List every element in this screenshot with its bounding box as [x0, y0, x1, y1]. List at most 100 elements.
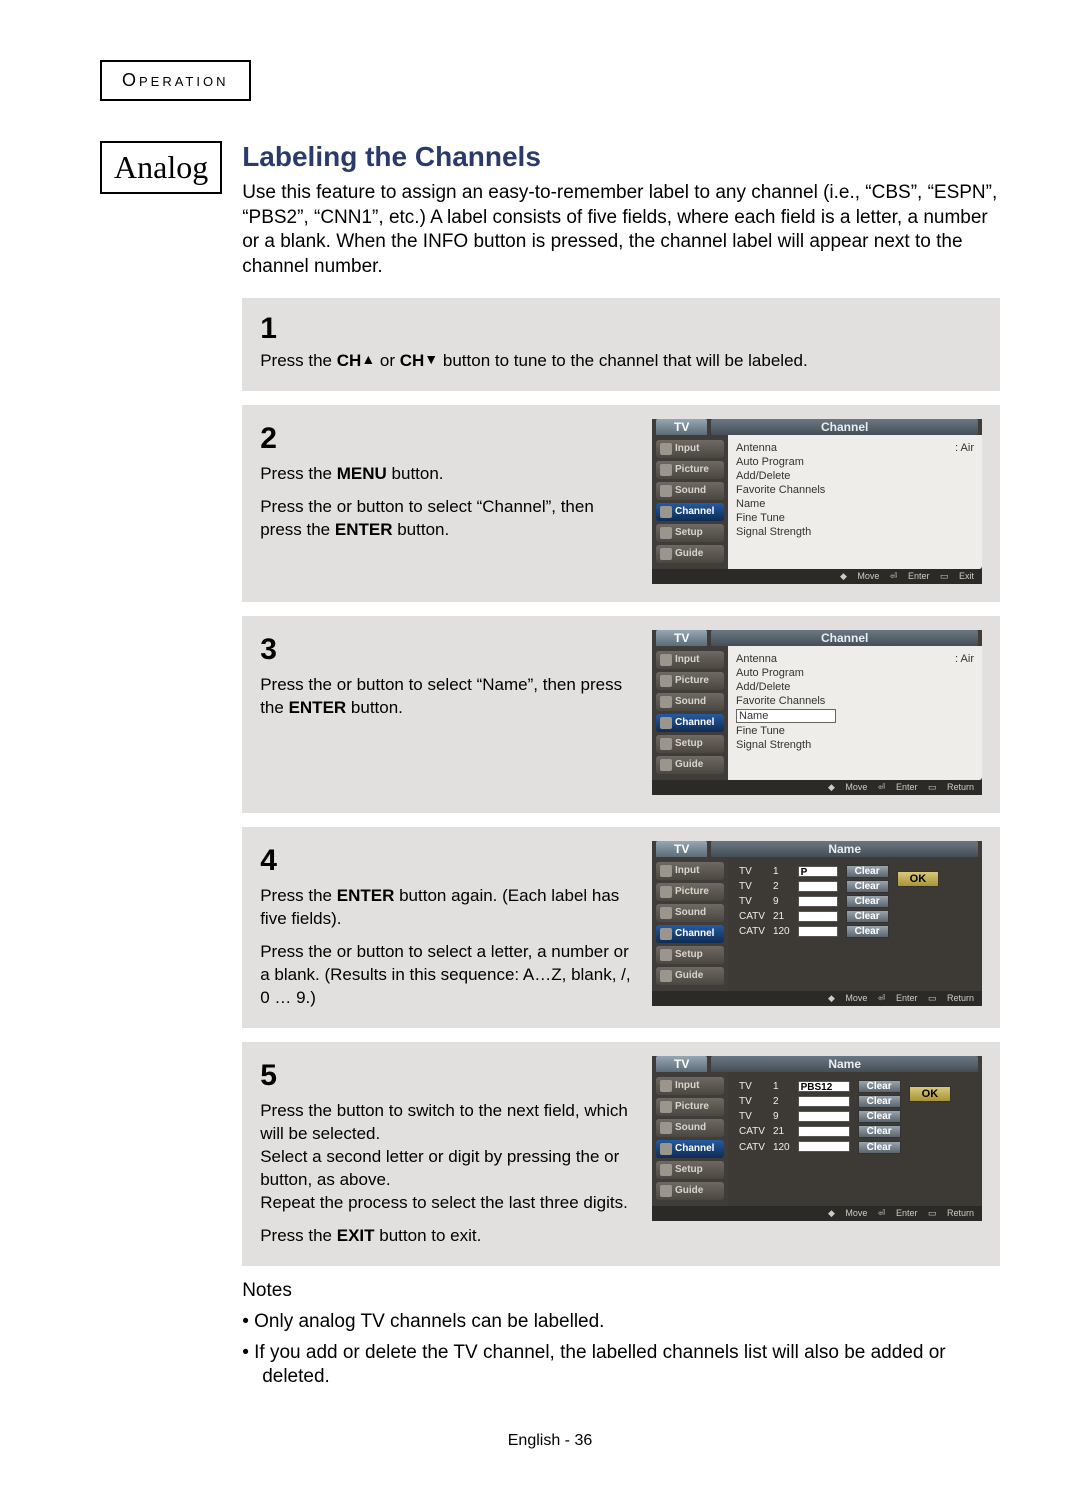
side-input[interactable]: Input [656, 1077, 724, 1095]
clear-button[interactable]: Clear [846, 925, 889, 938]
ok-button[interactable]: OK [897, 871, 940, 887]
side-picture[interactable]: Picture [656, 461, 724, 479]
item[interactable]: Favorite Channels [736, 694, 974, 708]
txt: or [337, 675, 357, 694]
lbl: Setup [675, 949, 703, 960]
lbl: Return [947, 782, 974, 792]
item[interactable]: Signal Strength [736, 738, 974, 752]
osd-name-panel: TV1PBS12ClearOK TV2Clear TV9Clear CATV21… [728, 1072, 982, 1206]
side-channel[interactable]: Channel [656, 1140, 724, 1158]
side-setup[interactable]: Setup [656, 946, 724, 964]
lbl: Exit [959, 571, 974, 581]
item[interactable]: Fine Tune [736, 511, 974, 525]
osd-screenshot-2: TV Channel Input Picture Sound Channel S… [652, 419, 982, 584]
step-1-text: Press the CH▲ or CH▼ button to tune to t… [260, 350, 982, 373]
lbl: Channel [675, 717, 714, 728]
side-channel[interactable]: Channel [656, 714, 724, 732]
side-sound[interactable]: Sound [656, 904, 724, 922]
lbl: Move [845, 782, 867, 792]
no: 2 [770, 880, 793, 893]
no: 21 [770, 910, 793, 923]
side-input[interactable]: Input [656, 862, 724, 880]
page-title: Labeling the Channels [242, 141, 1000, 173]
clear-button[interactable]: Clear [858, 1095, 901, 1108]
no: 9 [770, 895, 793, 908]
name-row: CATV120Clear [736, 925, 942, 938]
side-channel[interactable]: Channel [656, 925, 724, 943]
intro-text: Use this feature to assign an easy-to-re… [242, 181, 1000, 280]
item[interactable]: Antenna [736, 442, 777, 454]
channel-icon [660, 717, 672, 729]
name-input[interactable] [798, 896, 838, 907]
clear-button[interactable]: Clear [846, 895, 889, 908]
side-input[interactable]: Input [656, 651, 724, 669]
item[interactable]: Signal Strength [736, 525, 974, 539]
ch: CATV [736, 1140, 768, 1153]
name-input[interactable] [798, 881, 838, 892]
ch: TV [736, 1080, 768, 1093]
ch: CATV [736, 1125, 768, 1138]
name-input[interactable] [798, 1096, 850, 1107]
item[interactable]: Antenna [736, 653, 777, 665]
name-table: TV1PClearOK TV2Clear TV9Clear CATV21Clea… [734, 863, 944, 941]
txt: Press the [260, 351, 337, 370]
item[interactable]: Auto Program [736, 455, 974, 469]
side-channel[interactable]: Channel [656, 503, 724, 521]
item[interactable]: Name [736, 497, 974, 511]
item[interactable]: Fine Tune [736, 724, 974, 738]
name-input[interactable] [798, 911, 838, 922]
item[interactable]: Favorite Channels [736, 483, 974, 497]
name-input[interactable]: P [798, 866, 838, 877]
osd-sidebar: Input Picture Sound Channel Setup Guide [652, 646, 728, 780]
clear-button[interactable]: Clear [858, 1080, 901, 1093]
side-guide[interactable]: Guide [656, 1182, 724, 1200]
clear-button[interactable]: Clear [858, 1141, 901, 1154]
no: 9 [770, 1110, 793, 1123]
clear-button[interactable]: Clear [846, 910, 889, 923]
side-sound[interactable]: Sound [656, 693, 724, 711]
side-guide[interactable]: Guide [656, 545, 724, 563]
side-sound[interactable]: Sound [656, 482, 724, 500]
name-input[interactable] [798, 1111, 850, 1122]
step-5-num: 5 [260, 1056, 634, 1097]
side-picture[interactable]: Picture [656, 1098, 724, 1116]
name-input[interactable]: PBS12 [798, 1081, 850, 1092]
lbl: Guide [675, 970, 703, 981]
lbl: Channel [675, 928, 714, 939]
side-setup[interactable]: Setup [656, 524, 724, 542]
step-4-text: 4 Press the ENTER button again. (Each la… [260, 841, 634, 1010]
item[interactable]: Add/Delete [736, 469, 974, 483]
name-input[interactable] [798, 926, 838, 937]
side-setup[interactable]: Setup [656, 1161, 724, 1179]
name-input[interactable] [798, 1126, 850, 1137]
side-picture[interactable]: Picture [656, 883, 724, 901]
lbl: Setup [675, 738, 703, 749]
clear-button[interactable]: Clear [858, 1110, 901, 1123]
osd-screenshot-5: TV Name Input Picture Sound Channel Setu… [652, 1056, 982, 1221]
side-input[interactable]: Input [656, 440, 724, 458]
ok-button[interactable]: OK [909, 1086, 952, 1102]
side-picture[interactable]: Picture [656, 672, 724, 690]
exit-btn: EXIT [337, 1226, 375, 1245]
step-1-panel: 1 Press the CH▲ or CH▼ button to tune to… [242, 298, 1000, 391]
osd-right-panel: Antenna: Air Auto Program Add/Delete Fav… [728, 646, 982, 780]
osd-tv-tab: TV [656, 419, 707, 435]
side-sound[interactable]: Sound [656, 1119, 724, 1137]
clear-button[interactable]: Clear [846, 865, 889, 878]
item[interactable]: Add/Delete [736, 680, 974, 694]
channel-icon [660, 506, 672, 518]
input-icon [660, 865, 672, 877]
txt: button to tune to the channel that will … [438, 351, 808, 370]
clear-button[interactable]: Clear [858, 1125, 901, 1138]
name-input[interactable] [798, 1141, 850, 1152]
item[interactable]: Auto Program [736, 666, 974, 680]
side-setup[interactable]: Setup [656, 735, 724, 753]
side-guide[interactable]: Guide [656, 756, 724, 774]
item-highlight[interactable]: Name [736, 709, 836, 723]
side-guide[interactable]: Guide [656, 967, 724, 985]
name-row: TV9Clear [736, 1110, 954, 1123]
lbl: Enter [896, 782, 918, 792]
txt: button. [392, 520, 449, 539]
clear-button[interactable]: Clear [846, 880, 889, 893]
picture-icon [660, 1101, 672, 1113]
